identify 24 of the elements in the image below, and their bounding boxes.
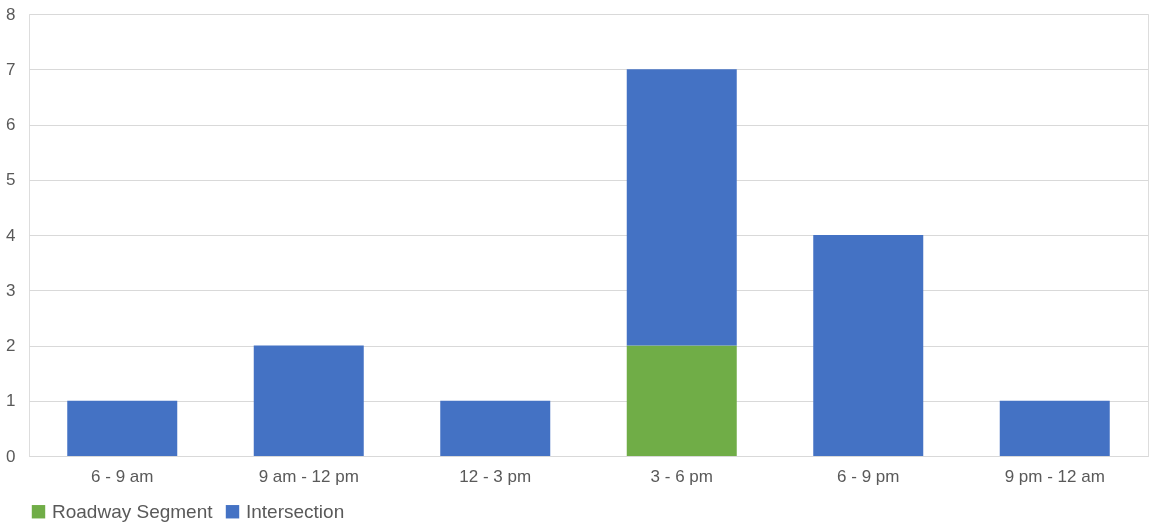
y-tick-label: 2	[6, 336, 16, 355]
x-tick-label: 6 - 9 am	[91, 466, 154, 486]
x-tick-label: 9 am - 12 pm	[258, 466, 359, 486]
bar	[440, 400, 551, 456]
y-tick-label: 1	[6, 391, 16, 411]
x-tick-label: 3 - 6 pm	[650, 466, 713, 486]
x-tick-label: 6 - 9 pm	[837, 466, 900, 486]
y-tick-label: 6	[6, 115, 16, 134]
y-tick-label: 4	[6, 225, 16, 245]
y-tick-label: 5	[6, 170, 16, 190]
y-tick-label: 3	[6, 280, 16, 300]
legend-label: Roadway Segment	[52, 500, 214, 522]
legend-label: Intersection	[246, 500, 345, 522]
bar	[67, 400, 178, 456]
x-tick-label: 12 - 3 pm	[459, 466, 532, 486]
bar	[999, 400, 1110, 456]
y-tick-label: 7	[6, 59, 16, 79]
bar	[253, 345, 364, 456]
y-tick-label: 0	[6, 446, 16, 466]
bar	[813, 235, 924, 456]
y-tick-label: 8	[6, 4, 16, 24]
x-tick-label: 9 pm - 12 am	[1004, 466, 1105, 486]
bar	[626, 345, 737, 456]
bar	[626, 69, 737, 346]
